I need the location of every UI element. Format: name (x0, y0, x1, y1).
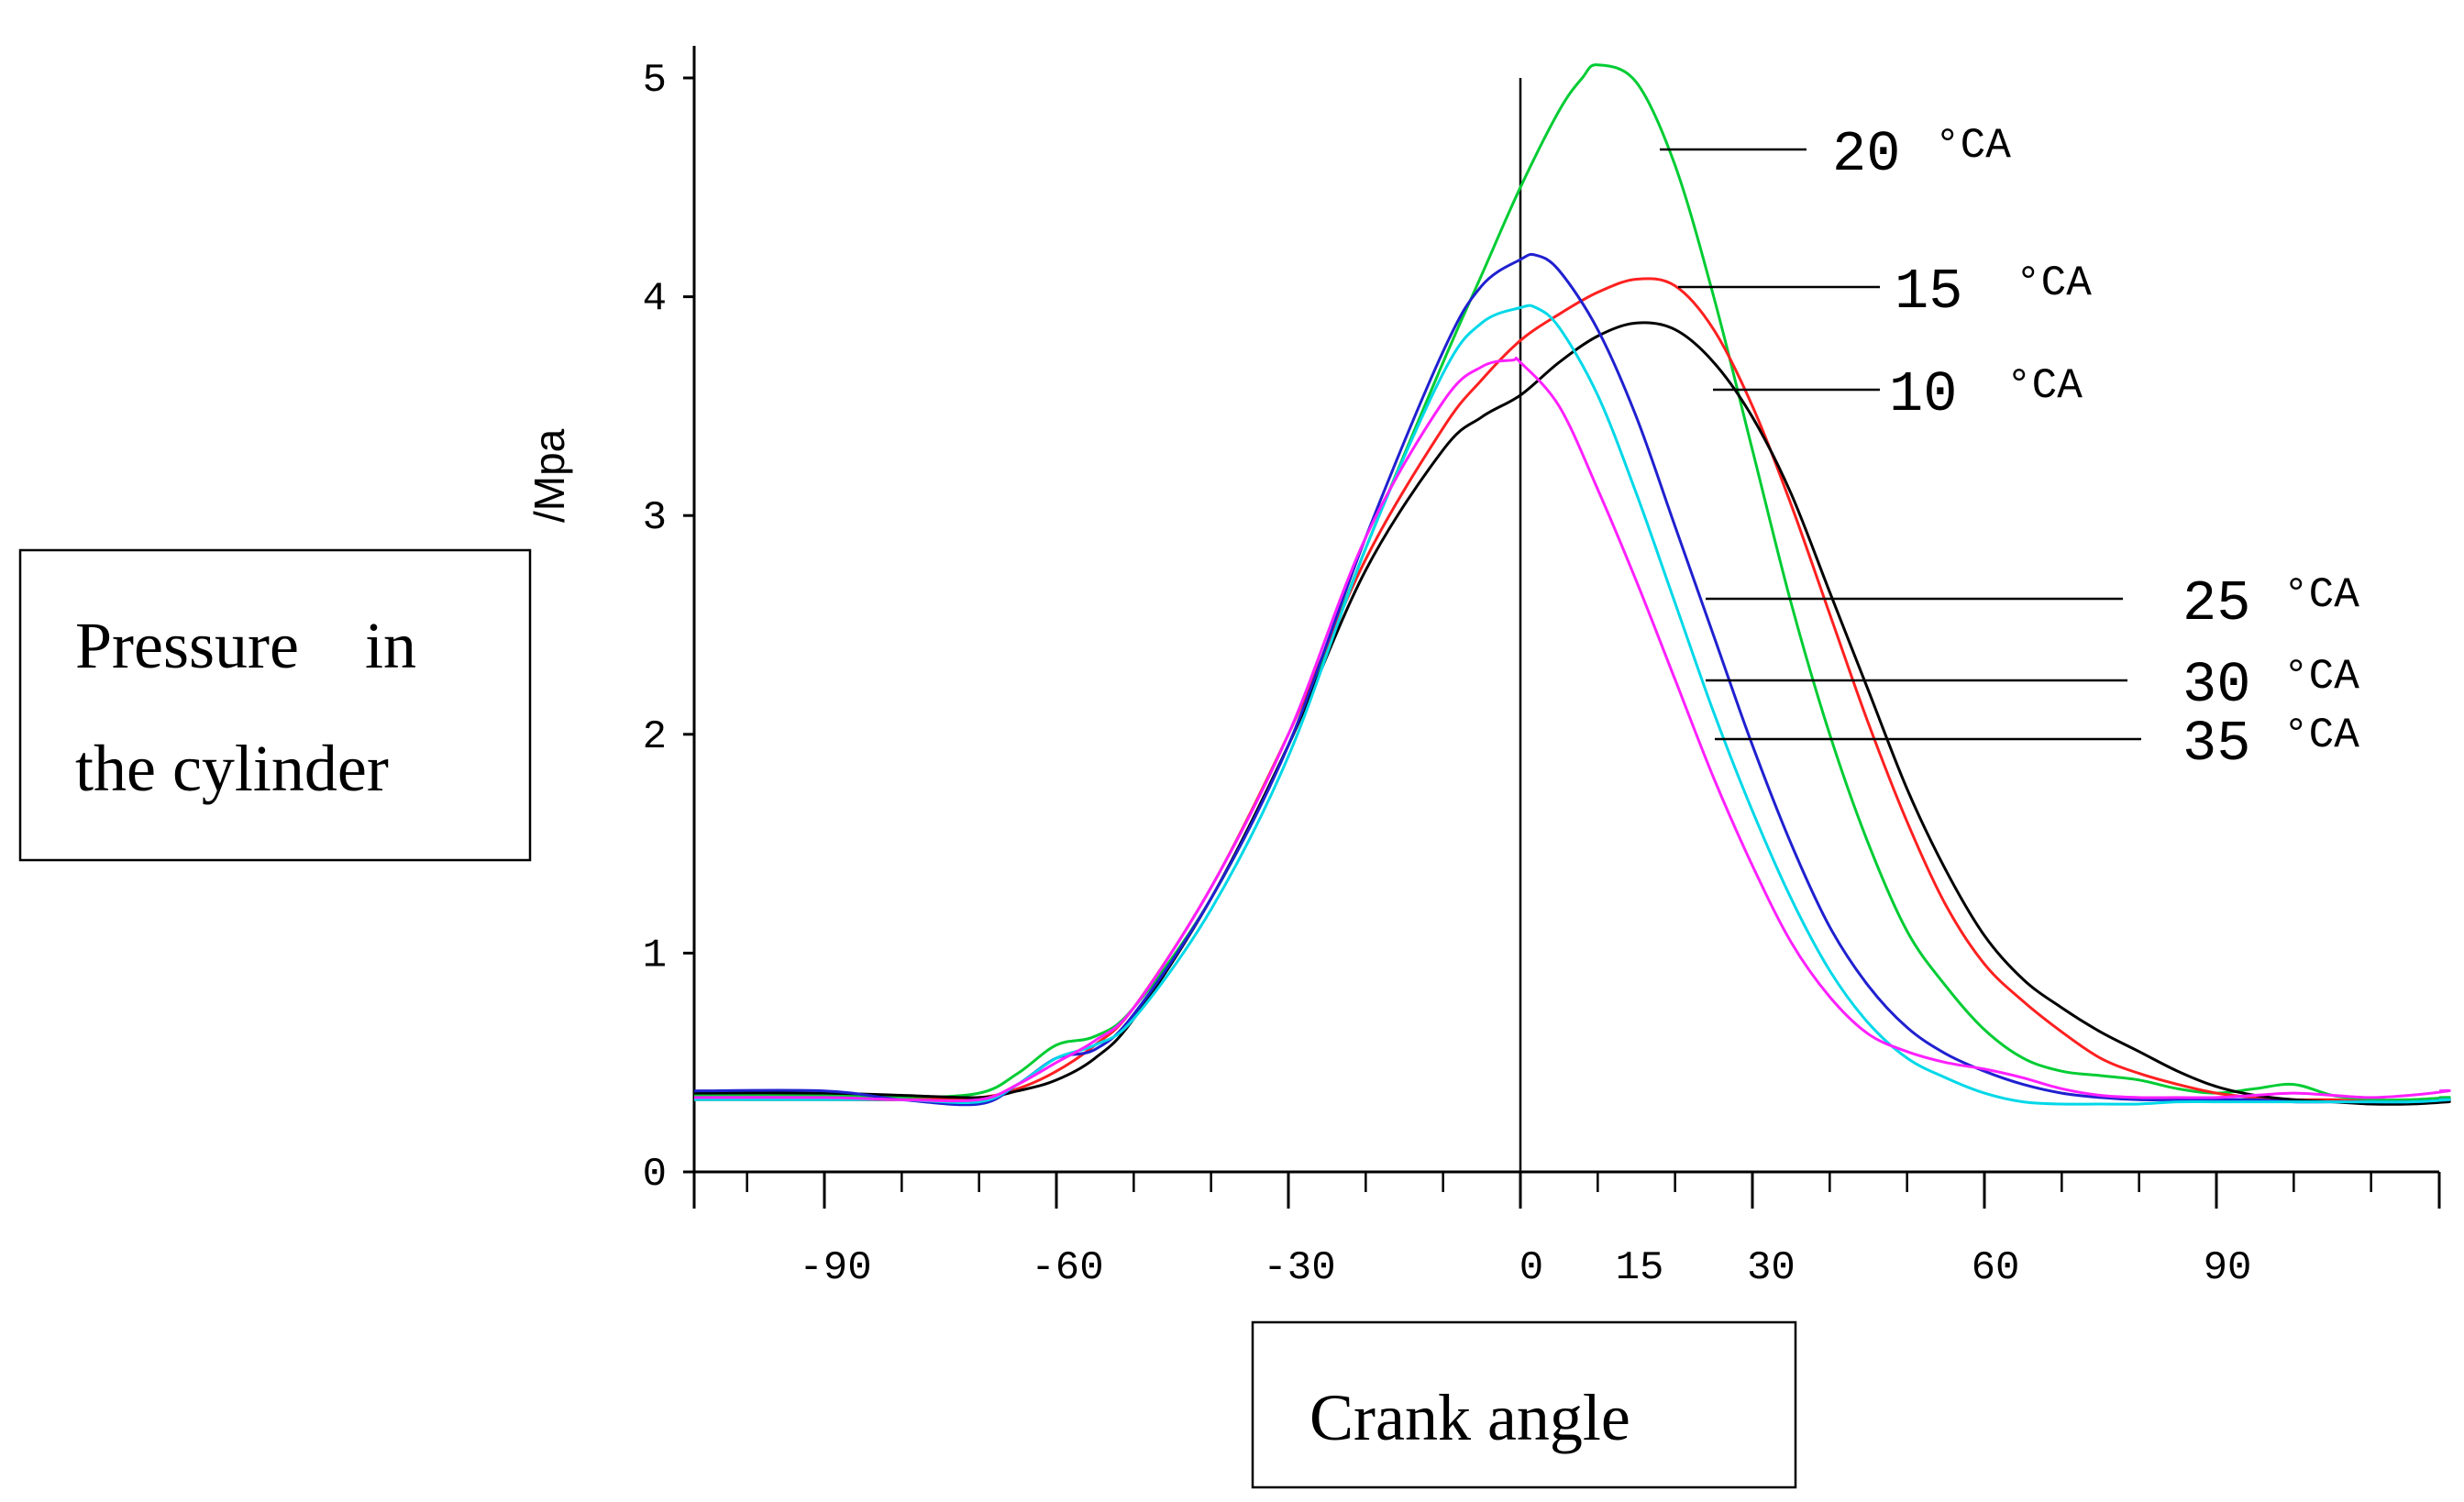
y-axis-label-box: Pressure in the cylinder (18, 548, 532, 862)
y-tick-label: 5 (643, 58, 667, 104)
x-axis-label: Crank angle (1309, 1381, 1630, 1454)
y-tick-label: 3 (643, 495, 667, 541)
series-unit-30: °CA (2283, 653, 2359, 701)
y-axis-unit: /Mpa (525, 428, 573, 523)
y-tick-label: 4 (643, 277, 667, 323)
series-unit-15: °CA (2016, 260, 2092, 307)
y-tick-label: 0 (643, 1152, 667, 1198)
series-label-20: 20 (1832, 122, 1900, 187)
x-tick-label: -60 (1031, 1245, 1103, 1291)
series-label-10: 10 (1889, 362, 1957, 427)
y-tick-label: 2 (643, 714, 667, 760)
series-line-35 (693, 357, 2451, 1103)
series-annotations: 20 °CA 15 °CA 10 °CA 25 °CA 30 °CA 35 °CA (1660, 122, 2359, 777)
x-tick-label: 30 (1747, 1245, 1796, 1291)
y-label-line-1: Pressure in (75, 609, 416, 682)
series-lines (693, 63, 2451, 1107)
x-tick-label: -90 (799, 1245, 871, 1291)
x-tick-label: -30 (1263, 1245, 1335, 1291)
series-unit-20: °CA (1935, 122, 2011, 170)
x-tick-label: 0 (1519, 1245, 1543, 1291)
y-label-frame (18, 548, 532, 862)
series-line-30 (694, 304, 2451, 1106)
series-line-25 (693, 252, 2451, 1107)
series-unit-35: °CA (2283, 712, 2359, 759)
x-tick-label: 90 (2204, 1245, 2252, 1291)
series-label-35: 35 (2182, 712, 2250, 777)
y-tick-label: 1 (643, 933, 667, 978)
series-label-15: 15 (1895, 260, 1962, 325)
x-tick-label: 60 (1972, 1245, 2020, 1291)
x-axis-label-box: Crank angle (1251, 1320, 1797, 1489)
series-label-30: 30 (2182, 653, 2250, 718)
x-tick-label: 15 (1616, 1245, 1664, 1291)
series-line-10 (693, 321, 2451, 1106)
x-label-frame (1251, 1320, 1797, 1489)
series-line-15 (694, 277, 2451, 1104)
series-unit-10: °CA (2006, 362, 2083, 410)
series-unit-25: °CA (2283, 571, 2359, 619)
series-label-25: 25 (2182, 571, 2250, 636)
y-label-line-2: the cylinder (75, 732, 389, 805)
axes: 0 1 2 3 4 5 -90 -60 -30 0 15 30 60 90 (643, 46, 2441, 1291)
